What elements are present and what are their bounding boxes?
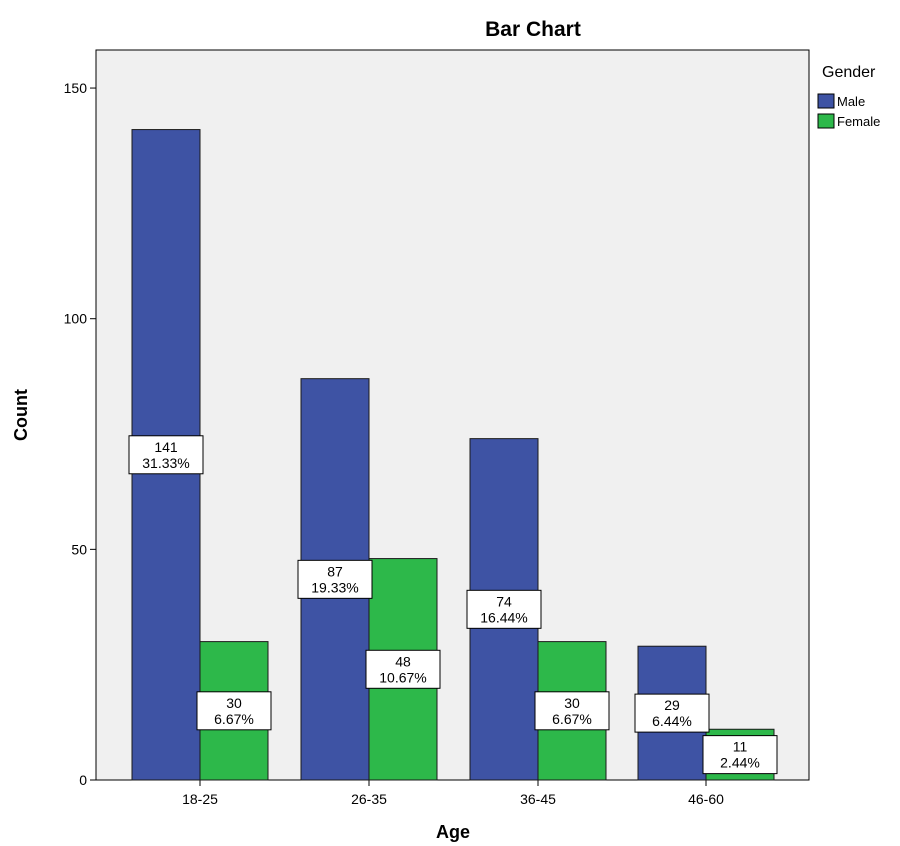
data-label-count: 141: [154, 439, 178, 455]
data-label-count: 11: [733, 739, 748, 755]
x-tick-label: 46-60: [688, 791, 724, 807]
legend-title: Gender: [822, 64, 876, 81]
x-tick-label: 36-45: [520, 791, 556, 807]
data-label-percent: 16.44%: [480, 609, 527, 625]
data-label-box: [466, 589, 542, 629]
x-axis: 18-25 26-35 36-45 46-60: [182, 780, 724, 807]
y-tick-label: 100: [64, 311, 88, 327]
legend-label-female: Female: [837, 114, 880, 129]
y-tick-label: 150: [64, 80, 88, 96]
data-label-percent: 6.44%: [652, 713, 692, 729]
data-label-box: [297, 559, 373, 599]
x-axis-title: Age: [436, 822, 470, 842]
legend-swatch-female: [817, 113, 835, 129]
data-label-percent: 31.33%: [142, 455, 189, 471]
y-axis-title: Count: [11, 389, 31, 441]
data-label-count: 48: [395, 653, 411, 669]
legend: Gender Male Female: [817, 64, 880, 129]
data-label-box: [702, 735, 778, 775]
data-label-box: [196, 691, 272, 731]
y-tick-label: 0: [79, 772, 87, 788]
data-labels-group: 14131.33%306.67%8719.33%4810.67%7416.44%…: [128, 435, 778, 775]
chart-title: Bar Chart: [485, 18, 581, 41]
data-label-box: [634, 693, 710, 733]
data-label-percent: 6.67%: [214, 711, 254, 727]
legend-label-male: Male: [837, 94, 865, 109]
data-label-box: [128, 435, 204, 475]
data-label-percent: 19.33%: [311, 579, 358, 595]
x-tick-label: 18-25: [182, 791, 218, 807]
x-tick-label: 26-35: [351, 791, 387, 807]
data-label-count: 30: [226, 695, 242, 711]
data-label-count: 29: [664, 697, 680, 713]
data-label-count: 74: [496, 593, 512, 609]
y-tick-label: 50: [71, 541, 87, 557]
data-label-percent: 6.67%: [552, 711, 592, 727]
data-label-box: [534, 691, 610, 731]
y-axis: 0 50 100 150: [64, 80, 96, 788]
data-label-count: 30: [564, 695, 580, 711]
data-label-percent: 2.44%: [720, 755, 760, 771]
data-label-percent: 10.67%: [379, 669, 426, 685]
data-label-count: 87: [327, 563, 343, 579]
legend-swatch-male: [817, 93, 835, 109]
data-label-box: [365, 649, 441, 689]
